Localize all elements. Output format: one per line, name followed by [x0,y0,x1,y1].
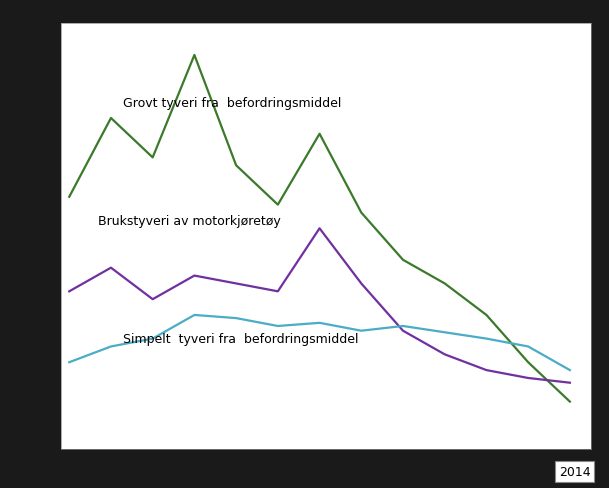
Text: Grovt tyveri fra  befordringsmiddel: Grovt tyveri fra befordringsmiddel [124,97,342,109]
Text: 2014: 2014 [559,465,591,478]
Text: Simpelt  tyveri fra  befordringsmiddel: Simpelt tyveri fra befordringsmiddel [124,332,359,346]
Text: Brukstyveri av motorkjøretøy: Brukstyveri av motorkjøretøy [99,214,281,227]
